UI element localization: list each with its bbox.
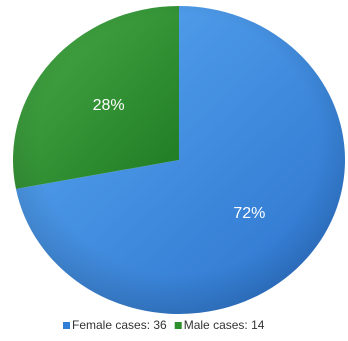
legend-label: Female cases: 36 [72,318,167,332]
pie-labels: 72% 28% [93,97,266,222]
legend-swatch [174,322,182,329]
legend-label: Male cases: 14 [184,318,265,332]
pie-slices [12,6,346,314]
legend: Female cases: 36 Male cases: 14 [63,318,265,332]
slice-percent-label: 28% [93,97,125,114]
legend-swatch [63,322,70,329]
slice-percent-label: 72% [233,205,265,222]
